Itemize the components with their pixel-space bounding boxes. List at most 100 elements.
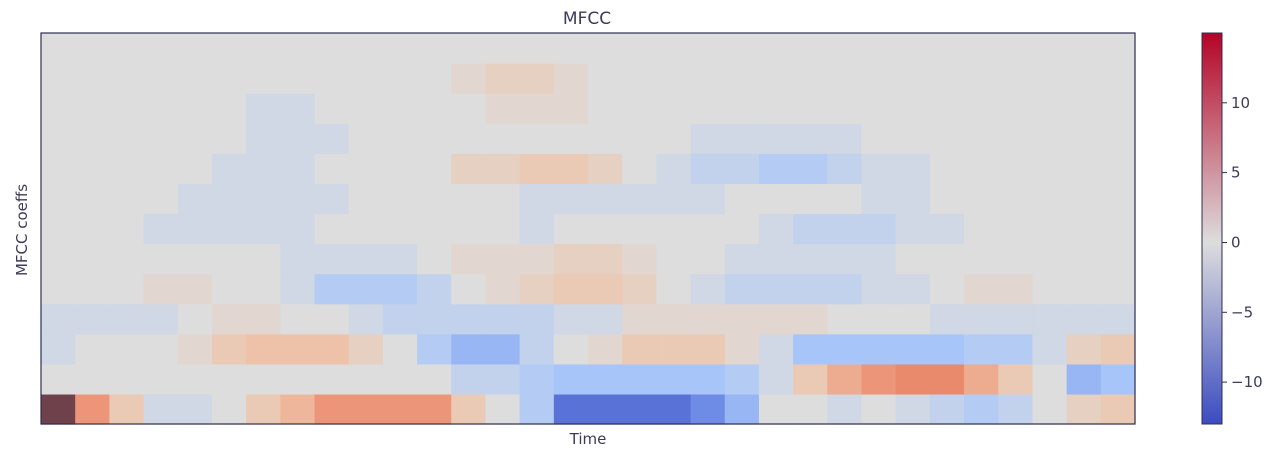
heatmap-cell [348,183,384,215]
heatmap-cell [724,303,760,335]
heatmap-cell [588,303,623,335]
heatmap-cell [382,33,418,64]
heatmap-cell [588,273,623,305]
heatmap-cell [929,153,965,184]
heatmap-cell [143,393,179,425]
heatmap-cell [827,33,863,64]
heatmap-cell [348,393,384,425]
heatmap-cell [827,153,863,184]
heatmap-cell [895,363,931,395]
heatmap-cell [1100,363,1136,395]
heatmap-cell [109,213,145,245]
heatmap-cell [246,123,281,154]
heatmap-cell [724,363,760,395]
heatmap-cell [417,363,452,395]
heatmap-cell [827,123,863,154]
heatmap-cell [177,333,213,365]
heatmap-cell [314,153,350,184]
heatmap-cell [1066,333,1102,365]
heatmap-cell [348,273,384,305]
heatmap-cell [964,213,999,245]
heatmap-cell [929,33,965,64]
heatmap-cell [895,123,931,154]
heatmap-cell [553,123,589,154]
heatmap-cell [348,333,384,365]
heatmap-cell [314,243,350,275]
heatmap-cell [41,183,76,215]
heatmap-cell [280,303,316,335]
heatmap-cell [998,63,1034,94]
heatmap-cell [417,243,452,275]
heatmap-cell [246,183,281,215]
heatmap-cell [177,93,213,124]
heatmap-cell [690,213,726,245]
heatmap-cell [382,363,418,395]
heatmap-cell [998,213,1034,245]
heatmap-cell [1032,33,1068,64]
heatmap-cell [895,333,931,365]
x-axis-label: Time [569,430,607,448]
heatmap-cell [861,243,897,275]
heatmap-cell [1100,183,1136,215]
heatmap-cell [827,63,863,94]
heatmap-cell [280,243,316,275]
heatmap-cell [827,213,863,245]
colorbar: 10 5 0 −5 −10 [1201,32,1263,425]
heatmap-cell [793,273,828,305]
heatmap-cell [588,393,623,425]
heatmap-cell [211,303,247,335]
heatmap-cell [1032,123,1068,154]
heatmap-cell [827,303,863,335]
heatmap-cell [861,333,897,365]
heatmap-cell [793,33,828,64]
heatmap-cell [758,183,794,215]
plot-frame [40,32,1136,425]
heatmap-cell [588,213,623,245]
heatmap-cell [758,213,794,245]
heatmap-cell [622,363,657,395]
heatmap-cell [998,93,1034,124]
heatmap-cell [451,183,487,215]
heatmap-cell [724,63,760,94]
heatmap-cell [724,243,760,275]
heatmap-cell [861,393,897,425]
heatmap-cell [314,93,350,124]
heatmap-cell [690,183,726,215]
heatmap-cell [143,273,179,305]
heatmap-cell [622,273,657,305]
heatmap-cell [143,33,179,64]
heatmap-cell [417,93,452,124]
heatmap-cell [553,213,589,245]
heatmap-cell [109,333,145,365]
heatmap-cell [690,303,726,335]
heatmap-cell [758,393,794,425]
heatmap-cell [417,183,452,215]
heatmap-cell [314,393,350,425]
heatmap-cell [519,273,555,305]
heatmap-cell [485,93,521,124]
heatmap-cell [1100,213,1136,245]
heatmap-cell [314,123,350,154]
heatmap-cell [895,33,931,64]
heatmap-cell [1066,93,1102,124]
heatmap-cell [1032,303,1068,335]
heatmap-cell [75,303,110,335]
heatmap-cell [827,183,863,215]
heatmap-cell [758,273,794,305]
heatmap-cell [964,243,999,275]
heatmap-cell [75,123,110,154]
heatmap-cell [1066,153,1102,184]
heatmap-cell [758,303,794,335]
heatmap-cell [246,303,281,335]
heatmap-cell [622,153,657,184]
heatmap-cell [964,63,999,94]
heatmap-cell [280,123,316,154]
heatmap-cell [1100,123,1136,154]
heatmap-cell [690,393,726,425]
colorbar-tick-label: −5 [1231,303,1253,321]
heatmap-cell [1032,363,1068,395]
heatmap-cell [519,153,555,184]
heatmap-cell [451,213,487,245]
heatmap-cell [895,303,931,335]
